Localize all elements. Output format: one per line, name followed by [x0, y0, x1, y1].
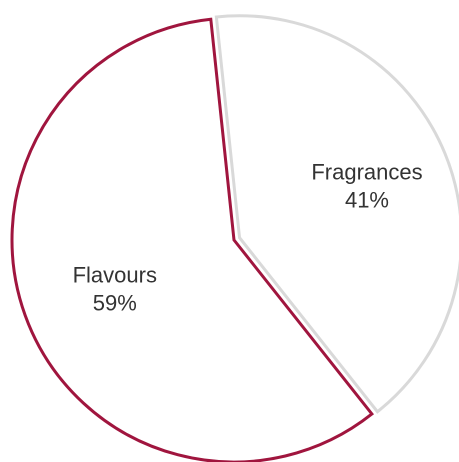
slice-label-fragrances: Fragrances 41%: [311, 160, 422, 213]
pie-slice-flavours: [10, 17, 375, 462]
slice-percent: 41%: [345, 188, 389, 213]
slice-name: Fragrances: [311, 160, 422, 185]
pie-slices: [10, 14, 459, 462]
slice-label-flavours: Flavours 59%: [73, 263, 157, 316]
pie-labels: Fragrances 41% Flavours 59%: [73, 160, 423, 316]
pie-slice-fragrances: [214, 14, 459, 414]
slice-name: Flavours: [73, 263, 157, 288]
slice-percent: 59%: [93, 291, 137, 316]
